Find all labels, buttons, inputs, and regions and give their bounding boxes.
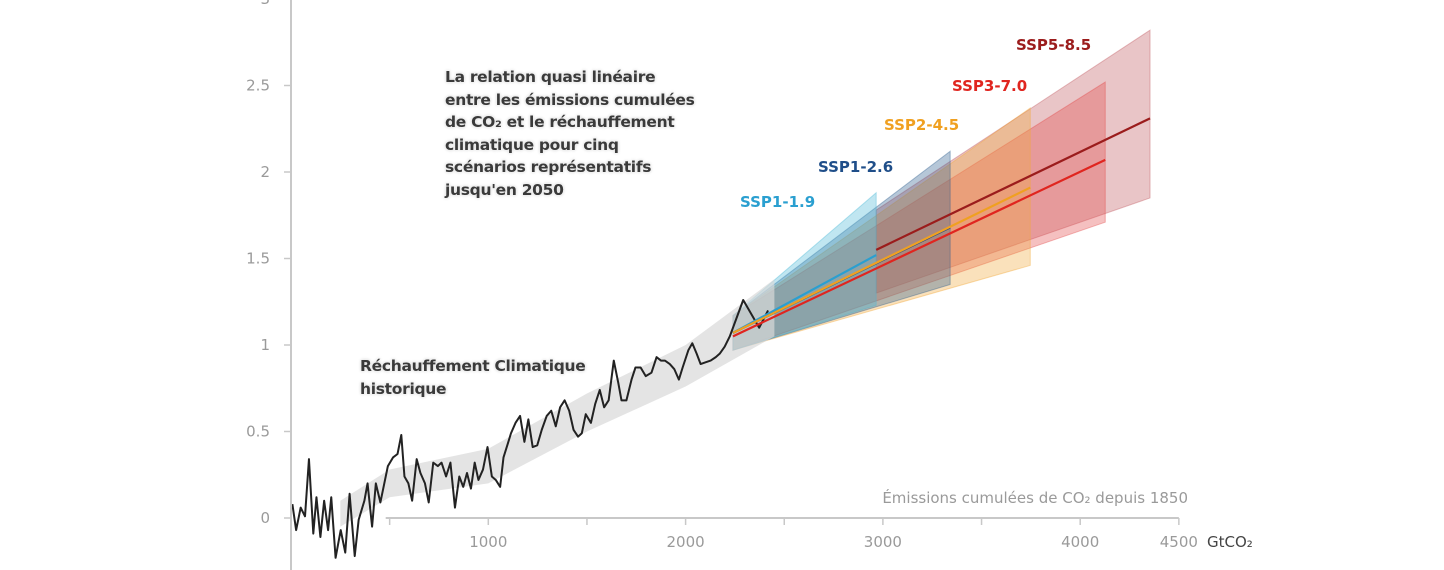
annotation-line: Réchauffement Climatique [360,357,586,375]
annotation-line: historique [360,379,447,398]
historical-uncertainty-band [340,279,775,527]
annotation-line: de CO₂ et le réchauffement [445,113,675,131]
y-tick-label: 1 [260,336,270,354]
mean-line-ssp2-45 [732,186,1031,334]
y-tick-label: 0.5 [246,423,270,441]
annotation-line: scénarios représentatifs [445,158,652,176]
annotation-line: jusqu'en 2050 [445,180,564,199]
scenario-label: SSP3-7.0 [952,77,1027,95]
x-tick-label: 4500 [1160,533,1198,551]
scenario-label: SSP5-8.5 [1016,36,1091,54]
axes: 0 0.5 1 1.5 2 2.5 3 1000 2000 3000 4000 4500 GtCO₂ Ém… [246,0,1253,570]
annotation-line: entre les émissions cumulées [445,90,695,109]
annotation-line: La relation quasi linéaire [445,68,656,86]
y-tick-label: 0 [260,509,270,527]
x-axis-title: Émissions cumulées de CO₂ depuis 1850 [882,488,1188,507]
x-tick-label: 2000 [667,533,705,551]
y-tick-label: 2.5 [246,77,270,95]
scenario-mean-lines [732,117,1151,338]
historical-warming-line [291,299,769,559]
band-ssp5-85 [875,29,1151,294]
x-tick-label: 1000 [469,533,507,551]
mean-line-ssp5-85 [875,117,1151,251]
main-annotation: La relation quasi linéaire entre les émi… [445,66,695,201]
mean-line-ssp3-70 [732,158,1106,338]
historical-group [291,279,775,559]
y-tick-label: 1.5 [246,250,270,268]
x-axis-unit: GtCO₂ [1207,533,1253,551]
scenario-label: SSP2-4.5 [884,116,959,134]
historical-annotation: Réchauffement Climatique historique [360,355,586,400]
mean-line-ssp1-19 [732,254,877,334]
x-tick-label: 3000 [864,533,902,551]
y-tick-label: 3 [260,0,270,8]
y-tick-label: 2 [260,163,270,181]
annotation-line: climatique pour cinq [445,135,619,154]
scenario-label: SSP1-2.6 [818,158,893,176]
scenario-bands [732,29,1151,351]
scenario-label: SSP1-1.9 [740,193,815,211]
x-tick-label: 4000 [1061,533,1099,551]
